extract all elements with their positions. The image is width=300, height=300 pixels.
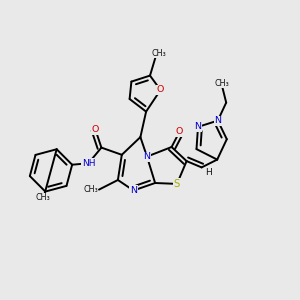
Text: N: N bbox=[130, 186, 137, 195]
Text: S: S bbox=[174, 179, 180, 189]
Text: CH₃: CH₃ bbox=[83, 185, 98, 194]
Text: NH: NH bbox=[82, 159, 95, 168]
Text: H: H bbox=[205, 168, 211, 177]
Text: CH₃: CH₃ bbox=[214, 79, 229, 88]
Text: N: N bbox=[214, 116, 221, 125]
Text: CH₃: CH₃ bbox=[35, 194, 50, 202]
Text: O: O bbox=[157, 85, 164, 94]
Text: CH₃: CH₃ bbox=[152, 49, 166, 58]
Text: O: O bbox=[176, 128, 183, 136]
Text: O: O bbox=[92, 125, 99, 134]
Text: N: N bbox=[194, 122, 202, 131]
Text: N: N bbox=[143, 152, 151, 161]
